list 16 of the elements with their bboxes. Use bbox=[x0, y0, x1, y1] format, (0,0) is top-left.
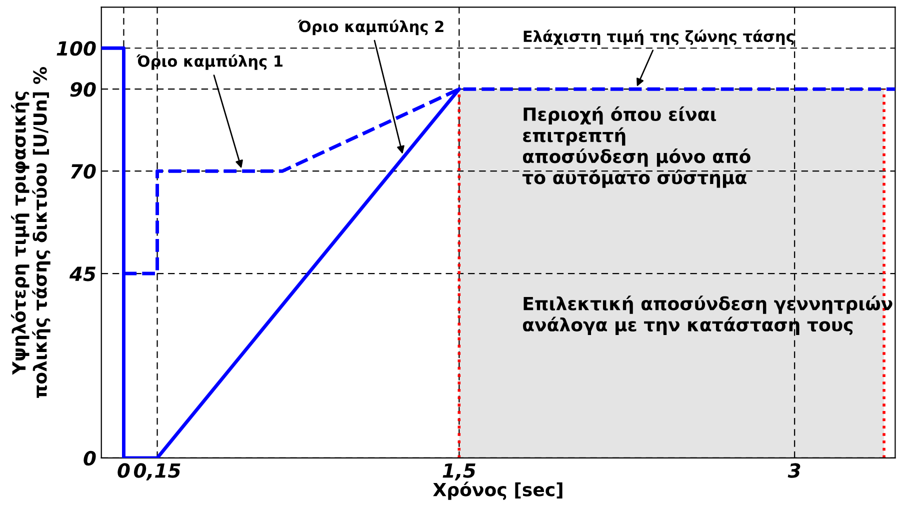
y-tick-label: 45 bbox=[69, 266, 96, 282]
y-tick-label: 0 bbox=[84, 450, 96, 466]
x-tick-label: 0,15 bbox=[134, 463, 180, 480]
x-tick-label: 1,5 bbox=[442, 463, 476, 480]
y-axis-title: Υψηλότερη τιμή τριφασικής πολικής τάσης δικτύου [U/Un] % bbox=[11, 67, 50, 398]
y-tick-label: 70 bbox=[70, 164, 96, 179]
annotation: Περιοχή όπου είναι επιτρεπτή αποσύνδεση μόνο από το αυτόματο σύστημα bbox=[522, 106, 750, 188]
annotation: Όριο καμπύλης 1 bbox=[136, 54, 282, 70]
annotation: Ελάχιστη τιμή της ζώνης τάσης bbox=[524, 30, 794, 46]
annotation: Όριο καμπύλης 2 bbox=[298, 20, 444, 36]
x-tick-label: 0 bbox=[118, 463, 130, 478]
x-tick-label: 3 bbox=[788, 463, 800, 478]
x-axis-title: Χρόνος [sec] bbox=[433, 482, 562, 500]
annotation: Επιλεκτική αποσύνδεση γεννητριών ανάλογα με την κατάσταση τους bbox=[522, 296, 892, 335]
y-tick-label: 90 bbox=[70, 82, 96, 97]
y-tick-label: 100 bbox=[56, 41, 96, 56]
